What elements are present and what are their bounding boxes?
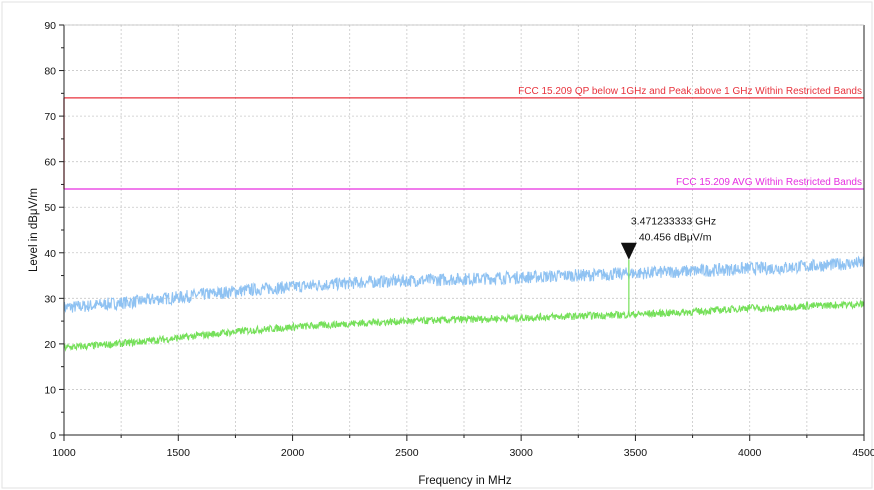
grid [64, 24, 865, 435]
y-axis-title: Level in dBμV/m [28, 188, 40, 272]
limit-label: FCC 15.209 AVG Within Restricted Bands [676, 177, 862, 188]
x-tick-label: 2000 [281, 447, 305, 459]
marker-frequency: 3.471233333 GHz [631, 216, 716, 228]
x-axis-title: Frequency in MHz [418, 475, 512, 487]
x-tick-label: 1000 [52, 447, 76, 459]
y-tick-label: 80 [44, 66, 56, 78]
x-tick-label: 3500 [624, 447, 648, 459]
y-tick-label: 20 [44, 339, 56, 351]
y-tick-label: 50 [44, 202, 56, 214]
x-tick-label: 3000 [509, 447, 533, 459]
series-line [63, 299, 865, 352]
series-line [63, 255, 865, 314]
series-layer [63, 255, 865, 352]
x-tick-label: 2500 [395, 447, 419, 459]
limit-label: FCC 15.209 QP below 1GHz and Peak above … [518, 86, 862, 97]
y-tick-label: 40 [44, 248, 56, 260]
y-tick-label: 70 [44, 111, 56, 123]
y-tick-label: 10 [44, 384, 56, 396]
marker-triangle [620, 242, 637, 260]
marker-level: 40.456 dBμV/m [639, 232, 712, 244]
axes: 0 10 20 30 40 50 60 70 80 90 1000 1500 2000 2500 3000 3… [44, 20, 874, 459]
x-tick-label: 4500 [852, 447, 874, 459]
x-tick-label: 1500 [167, 447, 191, 459]
y-tick-label: 30 [44, 293, 56, 305]
y-tick-label: 0 [50, 430, 56, 442]
y-tick-label: 90 [44, 20, 56, 32]
x-tick-label: 4000 [738, 447, 762, 459]
y-tick-label: 60 [44, 157, 56, 169]
marker: 3.471233333 GHz 40.456 dBμV/m [620, 216, 716, 312]
